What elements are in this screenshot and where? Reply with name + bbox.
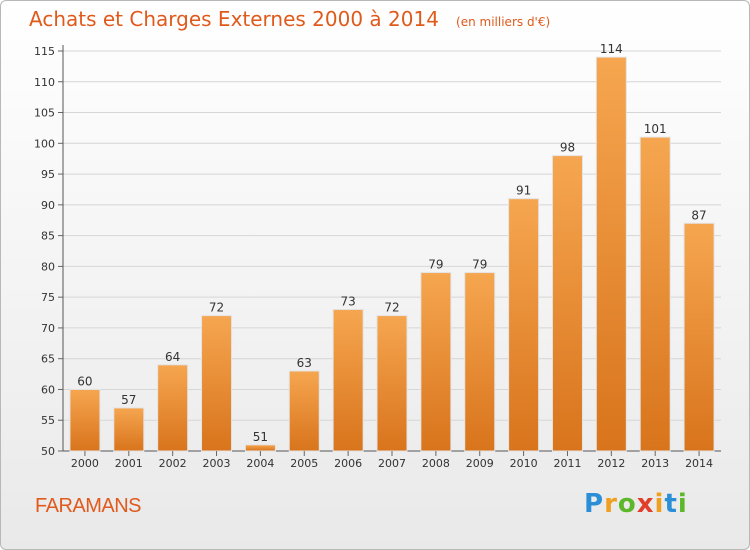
data-label: 72 (384, 301, 399, 315)
data-label: 72 (209, 301, 224, 315)
x-tick-label: 2012 (597, 457, 625, 470)
title-row: Achats et Charges Externes 2000 à 2014 (… (29, 7, 550, 31)
x-tick-label: 2014 (685, 457, 713, 470)
x-tick-label: 2001 (115, 457, 143, 470)
data-label: 60 (77, 374, 92, 388)
logo-letter: i (677, 489, 688, 519)
logo-letter: o (617, 489, 637, 519)
data-label: 64 (165, 350, 180, 364)
x-tick-label: 2011 (553, 457, 581, 470)
x-tick-label: 2008 (422, 457, 450, 470)
x-tick-label: 2004 (246, 457, 274, 470)
data-label: 57 (121, 393, 136, 407)
bar (551, 155, 583, 452)
data-label: 79 (428, 258, 443, 272)
logo-letter: t (664, 489, 678, 519)
bar (113, 407, 145, 452)
logo-letter: r (604, 489, 618, 519)
data-label: 51 (253, 430, 268, 444)
unit-note: (en milliers d'€) (456, 15, 551, 29)
bar (639, 136, 671, 452)
bar (376, 315, 408, 452)
x-tick-label: 2005 (290, 457, 318, 470)
bar (69, 388, 101, 452)
data-label: 63 (297, 356, 312, 370)
y-tick-label: 90 (41, 199, 55, 212)
y-tick-label: 80 (41, 260, 55, 273)
x-tick-label: 2013 (641, 457, 669, 470)
y-tick-label: 60 (41, 383, 55, 396)
y-tick-label: 115 (34, 45, 55, 58)
x-tick-label: 2003 (203, 457, 231, 470)
y-tick-label: 85 (41, 230, 55, 243)
y-tick-label: 100 (34, 137, 55, 150)
logo-letter: i (654, 489, 665, 519)
bar (244, 444, 276, 452)
data-label: 73 (340, 294, 355, 308)
data-label: 98 (560, 141, 575, 155)
x-tick-label: 2007 (378, 457, 406, 470)
y-tick-label: 55 (41, 414, 55, 427)
bar (288, 370, 320, 452)
y-tick-label: 95 (41, 168, 55, 181)
proxiti-logo: Proxiti (584, 489, 688, 519)
y-tick-label: 75 (41, 291, 55, 304)
place-name: FARAMANS (35, 495, 142, 517)
y-tick-label: 105 (34, 107, 55, 120)
data-label: 79 (472, 258, 487, 272)
x-tick-label: 2002 (159, 457, 187, 470)
x-tick-label: 2010 (510, 457, 538, 470)
logo-letter: P (584, 489, 605, 519)
x-tick-label: 2009 (466, 457, 494, 470)
x-tick-label: 2000 (71, 457, 99, 470)
bar (332, 308, 364, 452)
bar (420, 272, 452, 452)
data-label: 91 (516, 184, 531, 198)
y-tick-label: 70 (41, 322, 55, 335)
bar (201, 315, 233, 452)
bar (683, 222, 715, 452)
bar (464, 272, 496, 452)
chart-title: Achats et Charges Externes 2000 à 2014 (29, 7, 439, 31)
bar (157, 364, 189, 452)
y-tick-label: 50 (41, 445, 55, 458)
x-tick-label: 2006 (334, 457, 362, 470)
bar (508, 198, 540, 452)
data-label: 87 (691, 208, 706, 222)
data-label: 114 (600, 42, 623, 56)
bar (595, 56, 627, 452)
data-label: 101 (644, 122, 667, 136)
y-tick-label: 65 (41, 353, 55, 366)
logo-letter: x (636, 489, 655, 519)
y-tick-label: 110 (34, 76, 55, 89)
